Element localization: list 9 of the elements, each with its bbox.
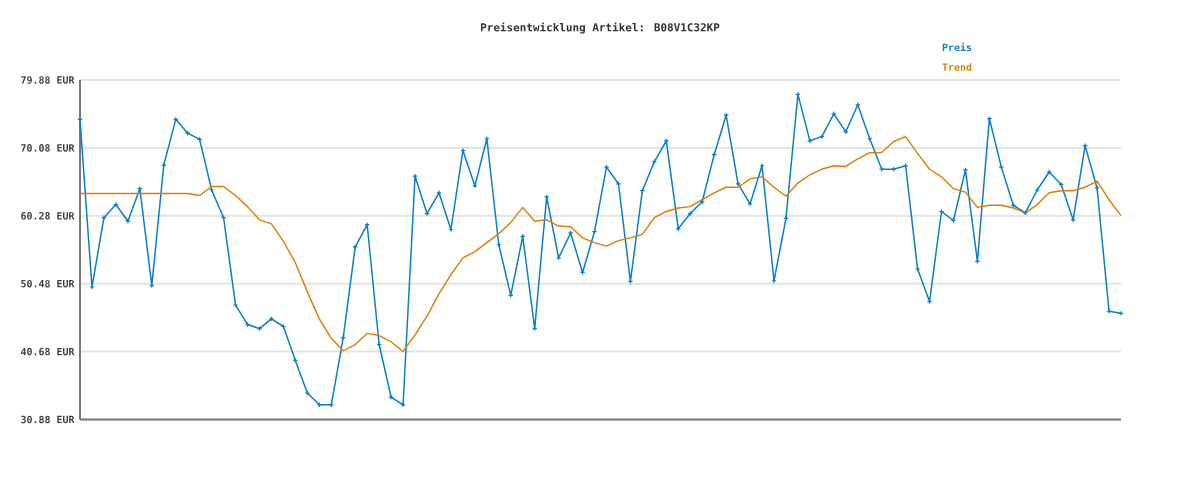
y-tick-label: 60.28 EUR xyxy=(21,212,75,220)
text: Trend xyxy=(942,63,972,71)
text: Preis xyxy=(942,42,972,52)
y-tick-label: 70.08 EUR xyxy=(21,144,75,152)
y-tick-label: 79.88 EUR xyxy=(21,76,75,84)
y-tick-label: 40.68 EUR xyxy=(21,347,75,356)
y-tick-label: 30.88 EUR xyxy=(21,415,75,424)
y-tick-label: 50.48 EUR xyxy=(21,279,75,288)
chart-title: Preisentwicklung Artikel: B08V1C32KP xyxy=(481,22,720,34)
